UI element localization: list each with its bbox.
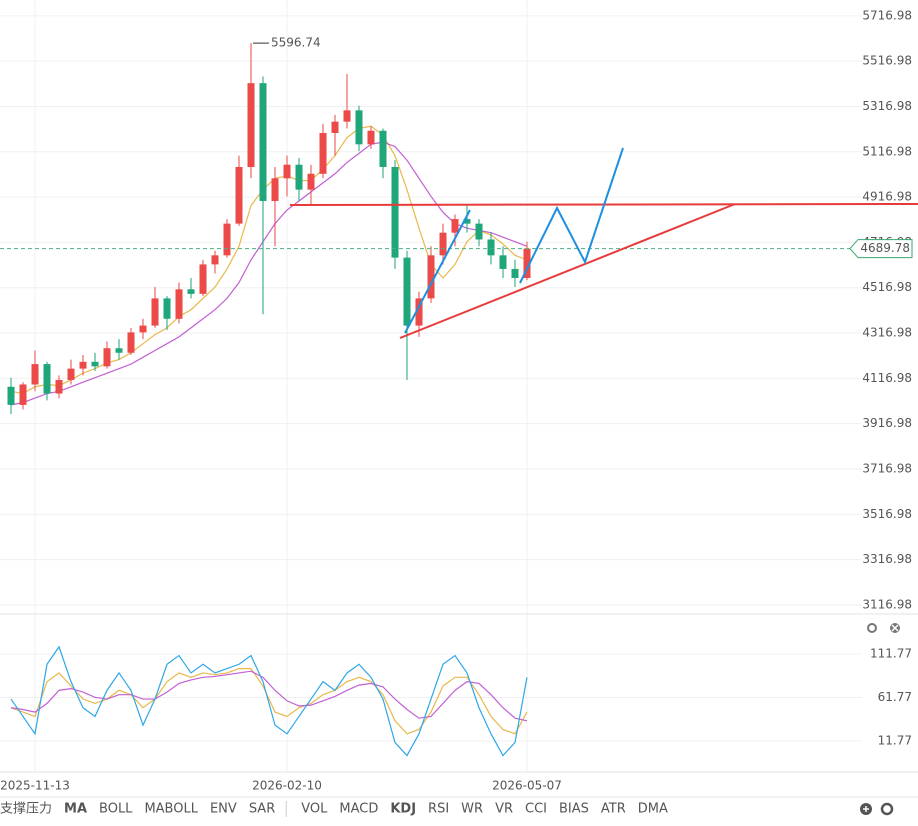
- candle-body: [7, 386, 15, 405]
- y-tick-label: 4116.98: [862, 371, 912, 385]
- toolbar-tab[interactable]: BOLL: [99, 802, 133, 817]
- candle-body: [67, 368, 75, 380]
- candle-body: [55, 379, 63, 394]
- x-tick-label: 2025-11-13: [0, 779, 70, 793]
- projection-line: [519, 147, 624, 284]
- user-drawings: [289, 147, 918, 339]
- support-line: [399, 203, 736, 339]
- candle-body: [151, 298, 159, 326]
- candle-body: [511, 268, 519, 278]
- candle-body: [475, 223, 483, 240]
- kdj-icons: [860, 623, 900, 816]
- y-tick-label: 4316.98: [862, 326, 912, 340]
- candle-body: [115, 348, 123, 353]
- y-tick-label: 4516.98: [862, 280, 912, 294]
- candle-body: [43, 364, 51, 394]
- trend-line: [404, 209, 471, 334]
- candle-body: [487, 239, 495, 256]
- y-tick-label: 61.77: [878, 690, 912, 704]
- candle-body: [307, 173, 315, 190]
- y-tick-label: 111.77: [870, 647, 912, 661]
- toolbar-tab[interactable]: ATR: [601, 802, 626, 817]
- candle-body: [403, 257, 411, 326]
- y-tick-label: 5116.98: [862, 144, 912, 158]
- add-icon-plus: [863, 806, 869, 812]
- last-price-tag: [849, 239, 913, 259]
- toolbar-tab[interactable]: DMA: [638, 802, 668, 817]
- ma-line: [10, 125, 528, 395]
- candle-body: [295, 164, 303, 190]
- kdj-line: [10, 670, 528, 722]
- candle-body: [343, 110, 351, 122]
- y-tick-label: 5716.98: [862, 8, 912, 22]
- toolbar-tab[interactable]: VR: [495, 802, 513, 817]
- candle-body: [79, 361, 87, 369]
- candle-body: [379, 130, 387, 167]
- candle-body: [319, 132, 327, 174]
- candle-body: [391, 166, 399, 258]
- candle-body: [439, 232, 447, 256]
- toolbar-tab[interactable]: RSI: [428, 802, 449, 817]
- candle-body: [31, 364, 39, 385]
- toolbar-tab[interactable]: BIAS: [559, 802, 589, 817]
- candle-body: [523, 248, 531, 278]
- kdj-line: [10, 645, 528, 757]
- candle-body: [427, 255, 435, 299]
- settings-icon[interactable]: [867, 623, 877, 633]
- toolbar-tab[interactable]: WR: [461, 802, 483, 817]
- candle-body: [415, 298, 423, 326]
- close-icon-x: [891, 624, 899, 632]
- max-label: 5596.74: [271, 36, 321, 50]
- candle-body: [331, 121, 339, 133]
- y-tick-label: 5316.98: [862, 99, 912, 113]
- x-tick-label: 2026-02-10: [252, 779, 322, 793]
- grid: [0, 0, 862, 772]
- toolbar-tab[interactable]: SAR: [249, 802, 275, 817]
- toolbar-tab[interactable]: MACD: [339, 802, 378, 817]
- candle-body: [355, 110, 363, 145]
- candle-body: [199, 264, 207, 294]
- candle-body: [19, 384, 27, 405]
- candle-body: [367, 130, 375, 145]
- candle-body: [499, 255, 507, 269]
- kdj-line: [10, 668, 528, 735]
- ma-line: [10, 141, 528, 406]
- candle-body: [463, 219, 471, 224]
- candle-body: [223, 223, 231, 256]
- candle-body: [271, 178, 279, 201]
- toolbar-tab[interactable]: KDJ: [390, 802, 416, 817]
- y-tick-label: 3716.98: [862, 462, 912, 476]
- y-tick-label: 3116.98: [862, 597, 912, 611]
- y-tick-label: 11.77: [878, 733, 912, 747]
- x-tick-label: 2026-05-07: [492, 779, 562, 793]
- candle-body: [247, 83, 255, 167]
- y-tick-label: 5516.98: [862, 54, 912, 68]
- settings-icon[interactable]: [880, 802, 894, 816]
- y-tick-label: 3916.98: [862, 416, 912, 430]
- candle-body: [283, 164, 291, 179]
- candle-body: [451, 219, 459, 233]
- toolbar-tab[interactable]: VOL: [301, 802, 328, 817]
- y-tick-label: 3316.98: [862, 552, 912, 566]
- candle-body: [211, 255, 219, 265]
- toolbar-tab[interactable]: MABOLL: [144, 802, 198, 817]
- candle-body: [235, 166, 243, 224]
- y-tick-label: 4916.98: [862, 190, 912, 204]
- candle-body: [187, 289, 195, 294]
- toolbar-tab[interactable]: MA: [64, 802, 87, 817]
- candle-body: [259, 83, 267, 201]
- candle-body: [139, 325, 147, 333]
- candle-body: [175, 289, 183, 319]
- candle-body: [91, 361, 99, 367]
- y-tick-label: 3516.98: [862, 507, 912, 521]
- candle-body: [163, 298, 171, 319]
- candle-body: [103, 348, 111, 367]
- last-price-label: 4689.78: [860, 241, 910, 255]
- toolbar-tab[interactable]: ENV: [210, 802, 237, 817]
- toolbar-tab[interactable]: CCI: [525, 802, 547, 817]
- toolbar-tab[interactable]: 支撑压力: [0, 802, 52, 817]
- candle-body: [127, 332, 135, 353]
